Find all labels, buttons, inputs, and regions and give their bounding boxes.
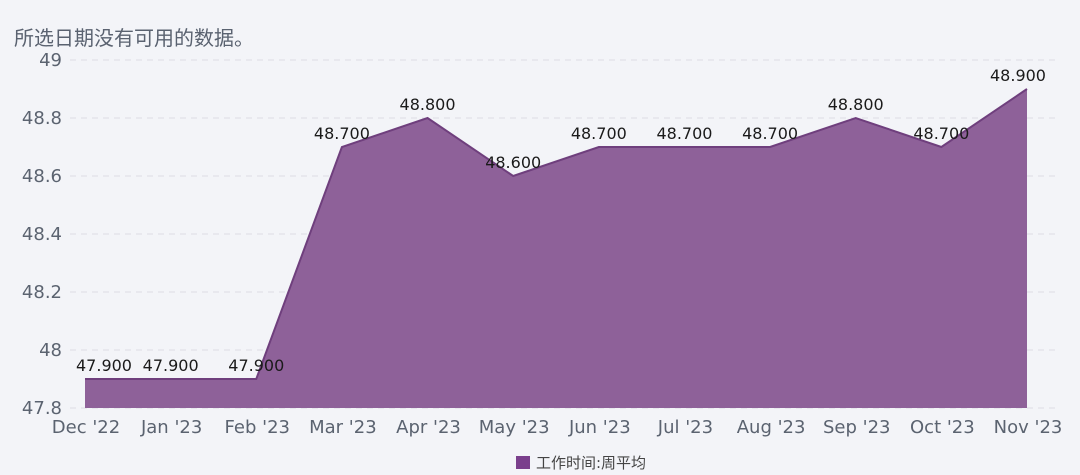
x-tick-label: Nov '23 (994, 417, 1063, 438)
data-label: 48.700 (742, 124, 798, 143)
x-tick-label: Aug '23 (737, 417, 806, 438)
x-tick-label: Jun '23 (568, 417, 631, 438)
y-tick-label: 48.8 (22, 108, 62, 129)
data-label: 48.700 (913, 124, 969, 143)
x-axis: Dec '22 Jan '23 Feb '23 Mar '23 Apr '23 May '… (52, 417, 1063, 438)
x-tick-label: Mar '23 (309, 417, 377, 438)
x-tick-label: Sep '23 (823, 417, 891, 438)
data-label: 48.900 (990, 66, 1046, 85)
series-line (85, 88, 1028, 380)
y-tick-label: 48 (39, 340, 62, 361)
series-area (85, 88, 1028, 408)
x-tick-label: Apr '23 (396, 417, 461, 438)
data-label: 48.600 (485, 153, 541, 172)
x-tick-label: Jan '23 (140, 417, 202, 438)
data-label: 47.900 (76, 356, 132, 375)
y-tick-label: 49 (39, 50, 62, 71)
x-tick-label: May '23 (479, 417, 550, 438)
data-label: 47.900 (228, 356, 284, 375)
data-label: 48.800 (828, 95, 884, 114)
x-tick-label: Dec '22 (52, 417, 120, 438)
area-fill (85, 89, 1027, 408)
legend-swatch (516, 456, 530, 469)
y-tick-label: 48.2 (22, 282, 62, 303)
data-label: 47.900 (143, 356, 199, 375)
y-axis: 47.8 48 48.2 48.4 48.6 48.8 49 (22, 50, 62, 419)
y-tick-label: 48.4 (22, 224, 62, 245)
data-labels: 47.900 47.900 47.900 48.700 48.800 48.600 48.7… (76, 66, 1046, 375)
x-tick-label: Oct '23 (910, 417, 975, 438)
x-tick-label: Feb '23 (225, 417, 290, 438)
y-tick-label: 48.6 (22, 166, 62, 187)
data-label: 48.800 (400, 95, 456, 114)
no-data-notice: 所选日期没有可用的数据。 (14, 26, 254, 50)
data-label: 48.700 (314, 124, 370, 143)
y-tick-label: 47.8 (22, 398, 62, 419)
legend[interactable]: 工作时间:周平均 (516, 454, 646, 472)
x-tick-label: Jul '23 (657, 417, 713, 438)
legend-label: 工作时间:周平均 (536, 454, 646, 472)
data-label: 48.700 (656, 124, 712, 143)
data-label: 48.700 (571, 124, 627, 143)
